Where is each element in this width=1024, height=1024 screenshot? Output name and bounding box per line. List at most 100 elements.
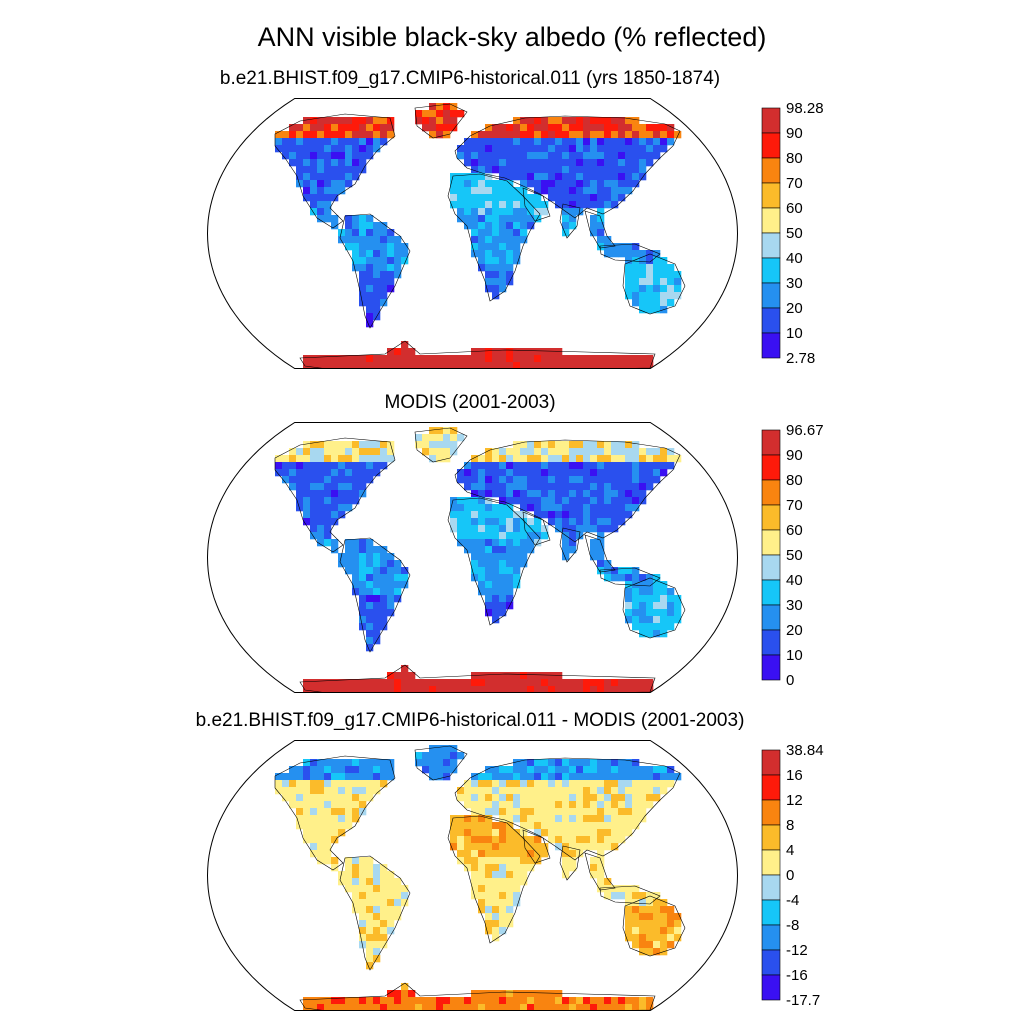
colorbar-label: 96.67 — [786, 422, 824, 439]
map-grid-cells — [275, 103, 682, 369]
coastline-australia — [622, 253, 686, 315]
colorbar-swatch — [761, 824, 781, 851]
coastline-australia — [622, 895, 686, 957]
colorbar-swatch — [761, 629, 781, 656]
coastline-antarctica — [299, 664, 656, 693]
coastline-greenland — [414, 103, 468, 139]
colorbar-swatch — [761, 654, 781, 681]
map-border — [206, 98, 739, 369]
coastline-seAsia — [584, 852, 616, 891]
coastline-india — [559, 527, 581, 563]
colorbar-swatch — [761, 974, 781, 1001]
coastline-europeAsia — [454, 757, 681, 861]
coastline-africa — [447, 497, 541, 626]
coastline-indonesia — [599, 885, 661, 905]
colorbar-label: 2.78 — [786, 350, 815, 367]
coastline-arabia — [522, 829, 551, 864]
colorbar-label: 20 — [786, 622, 803, 639]
colorbar-swatch — [761, 207, 781, 234]
colorbar-swatch — [761, 257, 781, 284]
colorbar-label: 80 — [786, 150, 803, 167]
panel-1-colorbar: 98.28 90 80 70 60 50 40 30 20 10 2.78 — [761, 100, 824, 367]
coastline-northAmerica — [274, 755, 396, 871]
colorbar-swatch — [761, 749, 781, 776]
colorbar-swatch — [761, 799, 781, 826]
colorbar-swatch — [761, 107, 781, 134]
panel-3-title: b.e21.BHIST.f09_g17.CMIP6-historical.011… — [195, 710, 745, 731]
colorbar-label: 40 — [786, 572, 803, 589]
panel-3-colorbar: 38.84 16 12 8 4 0 -4 -8 -12 -16 -17.7 — [761, 742, 824, 1009]
coastline-europeAsia — [454, 439, 681, 543]
colorbar-label: 90 — [786, 447, 803, 464]
colorbar-label: 90 — [786, 125, 803, 142]
colorbar-swatch — [761, 479, 781, 506]
coastline-northAmerica — [274, 437, 396, 553]
coastline-australia — [622, 577, 686, 639]
colorbar-swatch — [761, 454, 781, 481]
panel-2-title: MODIS (2001-2003) — [384, 392, 556, 413]
colorbar-label: 50 — [786, 225, 803, 242]
colorbar-swatch — [761, 529, 781, 556]
panel-2-colorbar: 96.67 90 80 70 60 50 40 30 20 10 0 — [761, 422, 824, 689]
colorbar-label: 10 — [786, 325, 803, 342]
colorbar-label: 98.28 — [786, 100, 824, 117]
coastline-arabia — [522, 187, 551, 222]
coastline-seAsia — [584, 534, 616, 573]
colorbar-label: 10 — [786, 647, 803, 664]
colorbar-label: 30 — [786, 275, 803, 292]
colorbar-swatch — [761, 429, 781, 456]
colorbar-label: -12 — [786, 942, 808, 959]
colorbar-swatch — [761, 157, 781, 184]
coastline-southAmerica — [339, 537, 411, 653]
colorbar-label: 70 — [786, 175, 803, 192]
coastline-india — [559, 845, 581, 881]
colorbar-label: -17.7 — [786, 992, 820, 1009]
panel-3-map — [206, 740, 739, 1011]
colorbar-swatch — [761, 232, 781, 259]
coastline-india — [559, 203, 581, 239]
colorbar-swatch — [761, 132, 781, 159]
colorbar-swatch — [761, 579, 781, 606]
coastline-africa — [447, 815, 541, 944]
colorbar-label: -4 — [786, 892, 799, 909]
coastline-southAmerica — [339, 855, 411, 971]
coastline-europeAsia — [454, 115, 681, 219]
map-border — [206, 740, 739, 1011]
colorbar-label: 12 — [786, 792, 803, 809]
colorbar-swatch — [761, 849, 781, 876]
coastline-greenland — [414, 745, 468, 781]
colorbar-label: 0 — [786, 672, 794, 689]
coastline-africa — [447, 173, 541, 302]
colorbar-swatch — [761, 924, 781, 951]
map-grid-cells — [275, 427, 682, 693]
colorbar-swatch — [761, 604, 781, 631]
colorbar-swatch — [761, 307, 781, 334]
colorbar-label: 30 — [786, 597, 803, 614]
colorbar-swatch — [761, 504, 781, 531]
panel-2-map — [206, 422, 739, 693]
colorbar-swatch — [761, 182, 781, 209]
colorbar-label: 20 — [786, 300, 803, 317]
colorbar-label: -16 — [786, 967, 808, 984]
coastline-antarctica — [299, 340, 656, 369]
coastline-seAsia — [584, 210, 616, 249]
panel-1-map — [206, 98, 739, 369]
colorbar-swatch — [761, 554, 781, 581]
colorbar-label: 16 — [786, 767, 803, 784]
panel-1-title: b.e21.BHIST.f09_g17.CMIP6-historical.011… — [219, 68, 721, 89]
colorbar-swatch — [761, 332, 781, 359]
colorbar-label: 80 — [786, 472, 803, 489]
colorbar-label: 50 — [786, 547, 803, 564]
colorbar-label: 8 — [786, 817, 794, 834]
coastline-southAmerica — [339, 213, 411, 329]
colorbar-swatch — [761, 282, 781, 309]
colorbar-label: 40 — [786, 250, 803, 267]
coastline-arabia — [522, 511, 551, 546]
figure-title: ANN visible black-sky albedo (% reflecte… — [257, 22, 767, 52]
coastline-antarctica — [299, 982, 656, 1011]
colorbar-swatch — [761, 774, 781, 801]
map-border — [206, 422, 739, 693]
colorbar-swatch — [761, 874, 781, 901]
colorbar-label: 0 — [786, 867, 794, 884]
colorbar-label: 38.84 — [786, 742, 824, 759]
